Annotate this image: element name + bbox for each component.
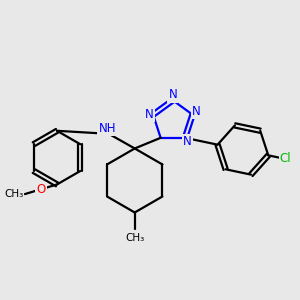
Text: N: N xyxy=(145,108,154,121)
Text: NH: NH xyxy=(98,122,116,135)
Text: N: N xyxy=(168,88,177,101)
Text: N: N xyxy=(192,105,201,118)
Text: Cl: Cl xyxy=(280,152,291,165)
Text: N: N xyxy=(183,135,192,148)
Text: CH₃: CH₃ xyxy=(4,189,23,199)
Text: CH₃: CH₃ xyxy=(125,233,144,243)
Text: O: O xyxy=(36,183,46,196)
